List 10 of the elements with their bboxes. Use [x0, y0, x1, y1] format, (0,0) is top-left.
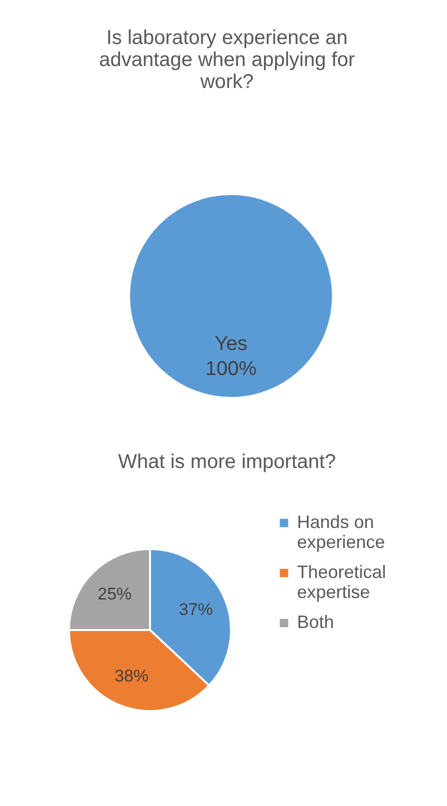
legend-label: Hands on experience [297, 512, 386, 552]
slice-label: Yes [214, 333, 248, 355]
chart-title: Is laboratory experience an advantage when applying for work? [99, 27, 356, 93]
data-label: 25% [98, 584, 132, 604]
data-label: 100% [205, 358, 257, 380]
data-label: 38% [114, 666, 149, 686]
legend-label: Theoretical expertise [297, 562, 386, 602]
chart-title: What is more important? [118, 451, 336, 473]
data-label: 37% [178, 600, 213, 620]
legend-label: Both [297, 612, 334, 632]
